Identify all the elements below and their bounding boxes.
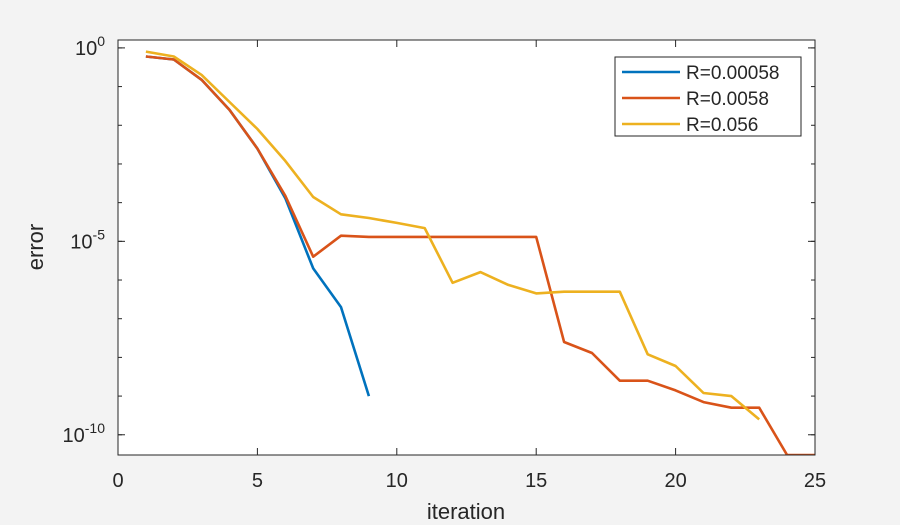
legend: R=0.00058 R=0.0058 R=0.056: [614, 56, 802, 137]
series-lines: [145, 50, 815, 455]
plot-frame: [117, 39, 816, 456]
x-axis-label: iteration: [427, 499, 505, 524]
x-ticks: 0 5 10 15 20 25: [112, 40, 826, 492]
y-tick-exponent: -10: [85, 420, 105, 436]
y-tick-exponent: -5: [93, 226, 106, 242]
series-line-1: [145, 55, 815, 455]
x-tick-label: 10: [386, 470, 408, 492]
y-tick-label: 10-10: [63, 420, 106, 447]
x-tick-label: 5: [252, 470, 263, 492]
y-tick-exponent: 0: [97, 33, 105, 49]
y-tick-base: 10: [63, 425, 85, 447]
legend-label: R=0.00058: [686, 63, 780, 84]
y-axis-label: error: [23, 224, 48, 270]
x-tick-label: 15: [525, 470, 547, 492]
y-tick-label: 100: [75, 33, 105, 60]
x-tick-label: 0: [112, 470, 123, 492]
y-tick-label: 10-5: [70, 226, 105, 253]
y-tick-base: 10: [75, 38, 97, 60]
x-tick-label: 25: [804, 470, 826, 492]
legend-label: R=0.0058: [686, 89, 769, 110]
legend-label: R=0.056: [686, 115, 758, 136]
x-tick-label: 20: [664, 470, 686, 492]
y-tick-base: 10: [70, 231, 92, 253]
series-line-2: [145, 50, 761, 421]
